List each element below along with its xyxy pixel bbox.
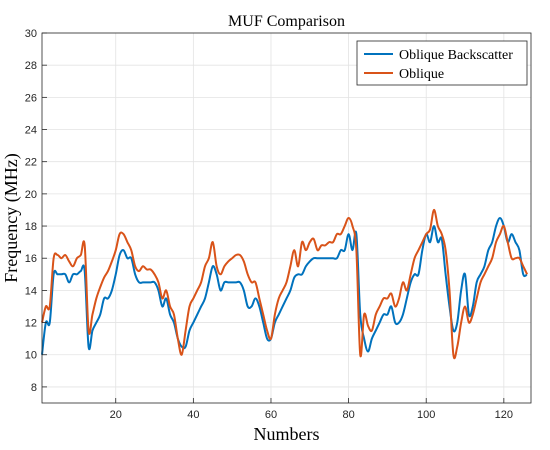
x-tick-label: 60 [265, 409, 277, 421]
y-tick-label: 30 [25, 28, 37, 40]
plot-border [41, 32, 532, 404]
legend-box [356, 40, 528, 86]
series-layer [41, 208, 529, 360]
legend-label-oblique: Oblique [399, 67, 444, 82]
x-axis-label: Numbers [254, 424, 320, 444]
y-tick-label: 12 [25, 318, 37, 330]
series-line-oblique-backscatter [41, 217, 528, 355]
plot-area [42, 33, 531, 403]
y-tick-label: 26 [25, 92, 37, 104]
x-tick-label: 100 [417, 409, 435, 421]
y-tick-label: 14 [25, 285, 37, 297]
y-tick-label: 16 [25, 253, 37, 265]
y-tick-label: 28 [25, 60, 37, 72]
ticks: 20 40 60 80 100 120 8 10 12 14 16 18 20 22 24 26 28 30 [25, 28, 513, 421]
y-tick-label: 8 [31, 382, 37, 394]
y-axis-label: Frequency (MHz) [1, 153, 22, 282]
legend-label-oblique-backscatter: Oblique Backscatter [399, 48, 513, 63]
series-line-oblique [41, 208, 529, 360]
x-tick-label: 80 [342, 409, 354, 421]
legend: Oblique Backscatter Oblique [356, 40, 528, 86]
y-tick-label: 10 [25, 350, 37, 362]
x-tick-label: 120 [495, 409, 513, 421]
x-tick-label: 20 [110, 409, 122, 421]
chart-title: MUF Comparison [228, 13, 345, 30]
y-tick-label: 22 [25, 157, 37, 169]
y-tick-label: 24 [25, 125, 37, 137]
y-tick-label: 18 [25, 221, 37, 233]
x-tick-label: 40 [187, 409, 199, 421]
y-tick-label: 20 [25, 189, 37, 201]
